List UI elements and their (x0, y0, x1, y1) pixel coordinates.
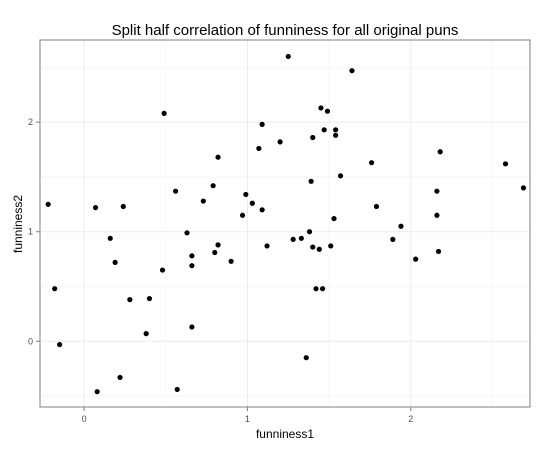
data-point (264, 243, 270, 249)
data-point (316, 246, 322, 252)
data-point (184, 230, 190, 236)
data-point (333, 132, 339, 138)
data-point (107, 235, 113, 241)
y-tick-label: 1 (28, 227, 33, 237)
data-point (189, 324, 195, 330)
y-tick-label: 0 (28, 336, 33, 346)
data-point (277, 139, 283, 145)
data-point (159, 267, 166, 273)
data-point (434, 188, 440, 194)
data-point (502, 161, 509, 167)
grid-lines (40, 40, 530, 407)
data-point (324, 108, 331, 114)
data-point (52, 286, 58, 292)
data-point (290, 236, 296, 242)
data-point (434, 212, 440, 218)
data-point (368, 160, 375, 166)
data-point (398, 223, 404, 229)
data-point (337, 173, 344, 179)
data-point (249, 200, 255, 206)
data-point (189, 253, 195, 259)
data-point (437, 149, 443, 155)
plot-panel (39, 39, 531, 408)
data-point (285, 53, 291, 60)
data-point (215, 242, 221, 248)
data-point (435, 248, 442, 255)
data-point (243, 191, 249, 198)
data-point (161, 110, 167, 116)
data-point (373, 203, 380, 210)
data-points (45, 53, 527, 395)
data-point (331, 215, 337, 222)
y-axis-title: funniness2 (11, 195, 25, 253)
data-point (313, 286, 319, 292)
data-point (310, 134, 316, 141)
data-point (210, 183, 216, 189)
y-tick-label: 2 (28, 117, 33, 127)
x-tick-label: 1 (245, 414, 250, 424)
x-tick-label: 2 (408, 414, 413, 424)
data-point (174, 386, 180, 393)
data-point (94, 389, 100, 395)
data-point (200, 198, 206, 204)
data-point (298, 235, 304, 241)
data-point (319, 286, 326, 292)
data-point (306, 229, 313, 235)
data-point (117, 374, 123, 381)
data-point (239, 212, 246, 218)
data-point (228, 258, 234, 264)
data-point (45, 201, 51, 207)
data-point (520, 185, 527, 191)
data-point (318, 105, 324, 111)
data-point (172, 188, 179, 194)
data-point (57, 341, 63, 348)
x-tick-label: 0 (82, 414, 87, 424)
data-point (333, 127, 339, 133)
data-point (212, 249, 218, 256)
data-point (92, 205, 99, 211)
data-point (259, 121, 265, 127)
data-point (189, 263, 195, 269)
data-point (256, 145, 262, 152)
data-point (146, 295, 153, 302)
data-point (127, 297, 133, 303)
data-point (303, 355, 309, 361)
axis-ticks: 0 1 2 0 1 2 (28, 117, 413, 424)
data-point (143, 331, 149, 337)
data-point (215, 154, 221, 160)
data-point (328, 243, 334, 249)
chart-title: Split half correlation of funniness for … (112, 22, 459, 39)
data-point (349, 68, 355, 74)
data-point (112, 259, 118, 265)
x-axis-title: funniness1 (256, 427, 314, 441)
data-point (259, 207, 265, 213)
data-point (310, 244, 316, 250)
data-point (413, 256, 419, 262)
data-point (120, 203, 126, 210)
data-point (308, 178, 314, 184)
data-point (321, 127, 327, 133)
data-point (390, 236, 396, 242)
